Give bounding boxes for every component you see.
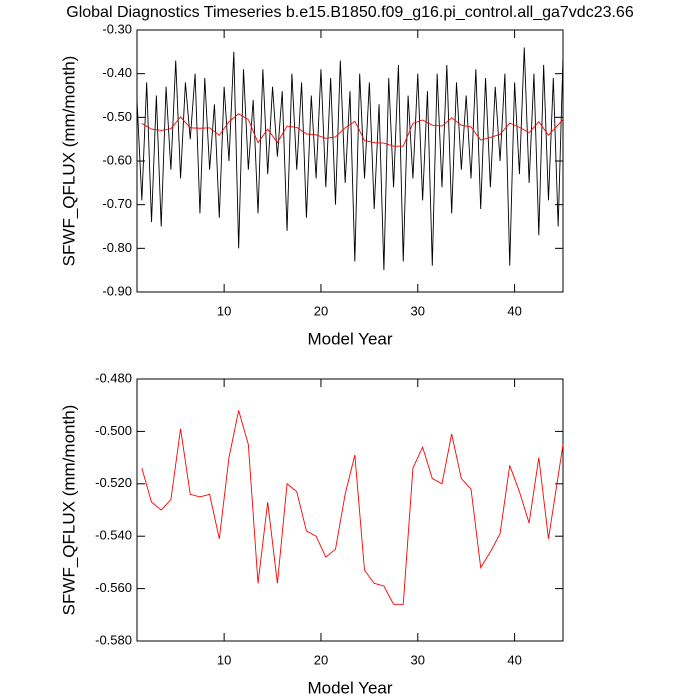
plot-frame [136, 378, 564, 642]
x-tick-label: 20 [314, 303, 328, 318]
y-axis-label: SFWF_QFLUX (mm/month) [59, 405, 78, 616]
y-tick-label: -0.70 [102, 196, 132, 211]
y-axis-label: SFWF_QFLUX (mm/month) [59, 56, 78, 267]
y-tick-label: -0.60 [102, 152, 132, 167]
data-line [141, 410, 564, 605]
x-tick-label: 30 [411, 303, 425, 318]
x-tick-label: 40 [507, 652, 521, 667]
y-tick-label: -0.50 [102, 109, 132, 124]
plot-frame [136, 29, 564, 293]
x-axis-label: Model Year [307, 329, 392, 348]
y-tick-label: -0.80 [102, 240, 132, 255]
data-line [136, 47, 564, 271]
x-tick-label: 10 [217, 303, 231, 318]
chart-title: Global Diagnostics Timeseries b.e15.B185… [66, 4, 634, 21]
y-tick-label: -0.560 [95, 580, 132, 595]
y-tick-label: -0.540 [95, 528, 132, 543]
y-tick-label: -0.30 [102, 21, 132, 36]
x-axis-label: Model Year [307, 678, 392, 697]
y-tick-label: -0.40 [102, 65, 132, 80]
y-tick-label: -0.480 [95, 370, 132, 385]
x-tick-label: 40 [507, 303, 521, 318]
x-tick-label: 10 [217, 652, 231, 667]
y-tick-label: -0.580 [95, 632, 132, 647]
x-tick-label: 30 [411, 652, 425, 667]
x-tick-label: 20 [314, 652, 328, 667]
y-tick-label: -0.500 [95, 423, 132, 438]
data-line [141, 113, 564, 147]
y-tick-label: -0.520 [95, 475, 132, 490]
y-tick-label: -0.90 [102, 283, 132, 298]
